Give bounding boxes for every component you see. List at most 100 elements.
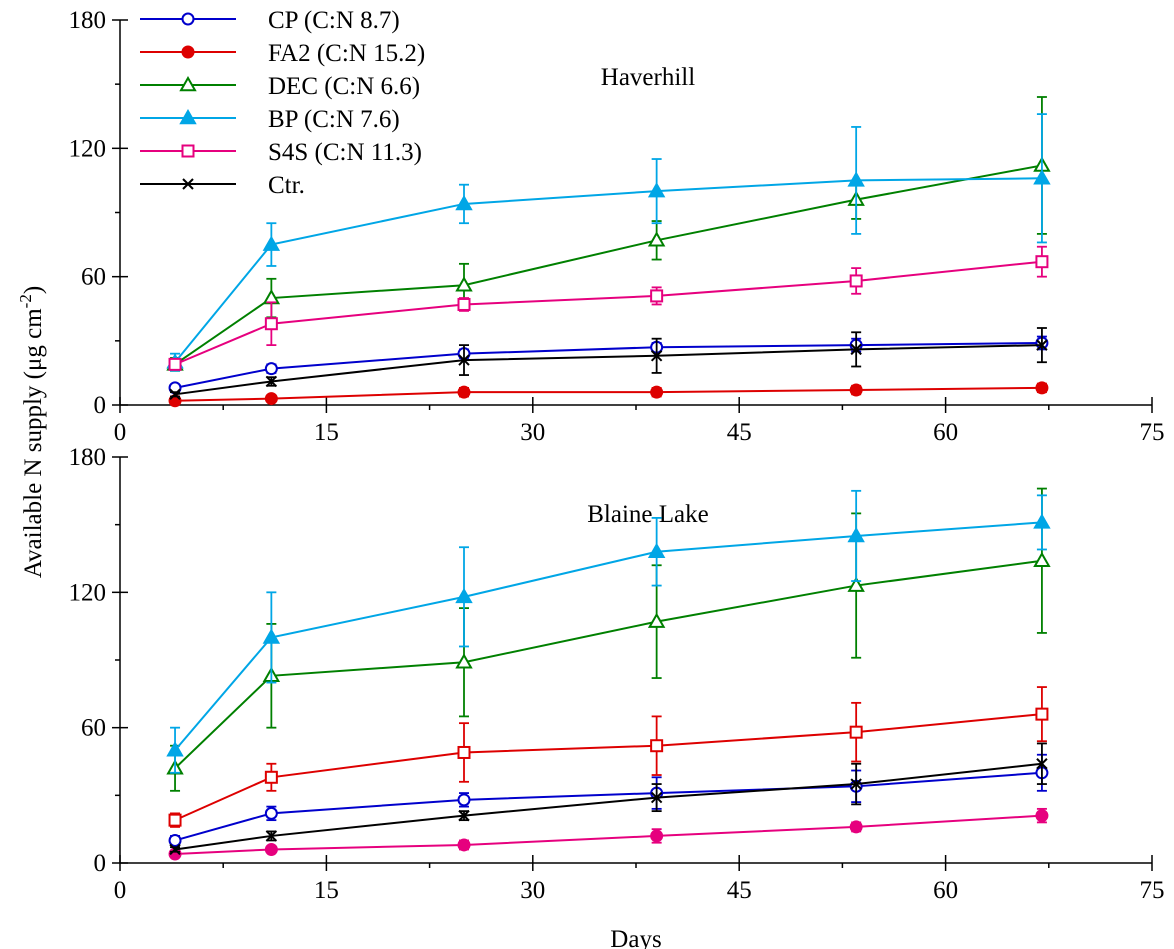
data-point	[850, 343, 862, 356]
data-point	[850, 778, 862, 790]
data-point	[169, 388, 181, 401]
data-point	[457, 297, 471, 311]
y-axis-label-main: Available N supply (μg cm	[20, 308, 47, 578]
legend-marker	[181, 144, 195, 158]
data-point	[1035, 255, 1049, 269]
y-tick-label: 180	[69, 444, 107, 471]
data-point	[650, 350, 663, 362]
haverhill-panel: 0 15 30 45 60 75 0 60 120 180 Haverhill	[69, 7, 1165, 446]
legend-item: DEC (C:N 6.6)	[140, 73, 420, 100]
series-line	[174, 771, 1042, 842]
data-point	[264, 362, 278, 376]
legend-label: Ctr.	[268, 172, 305, 199]
legend-marker	[181, 12, 195, 26]
data-point	[849, 274, 863, 288]
legend-label: S4S (C:N 11.3)	[268, 139, 422, 166]
data-point	[457, 745, 471, 759]
data-point	[847, 526, 865, 543]
series-3	[166, 489, 1051, 774]
data-point	[458, 354, 470, 366]
data-point	[265, 375, 278, 388]
series-line	[174, 164, 1043, 366]
legend-item: Ctr.	[140, 172, 305, 199]
data-point	[1033, 513, 1051, 529]
x-tick-label: 45	[727, 419, 752, 446]
y-tick-label: 0	[94, 392, 107, 419]
series-1	[168, 807, 1049, 861]
x-tick-label: 60	[933, 419, 958, 446]
legend-marker	[182, 178, 194, 190]
series-1	[168, 381, 1049, 408]
data-point	[265, 830, 278, 842]
data-point	[1036, 758, 1048, 770]
data-point	[457, 793, 471, 807]
data-point	[849, 725, 863, 739]
series-line	[174, 559, 1043, 769]
x-tick-label: 30	[520, 419, 545, 446]
data-point	[264, 317, 278, 331]
data-point	[647, 612, 666, 628]
data-point	[650, 289, 664, 303]
series-0	[168, 335, 1049, 395]
data-point	[650, 739, 664, 753]
legend-label: DEC (C:N 6.6)	[268, 73, 420, 100]
data-point	[168, 833, 182, 847]
data-point	[647, 182, 666, 198]
series-3	[166, 113, 1051, 372]
data-point	[168, 357, 182, 371]
blaine-lake-panel: 0 15 30 45 60 75 0 60 120 180 Blaine Lake Days	[69, 444, 1165, 949]
series-line	[174, 762, 1043, 851]
series-line	[174, 341, 1042, 389]
legend-marker	[181, 45, 195, 59]
x-tick-label: 15	[314, 877, 339, 904]
series-line	[174, 713, 1043, 822]
series-line	[174, 344, 1042, 396]
data-point	[168, 813, 182, 827]
legend-item: CP (C:N 8.7)	[140, 7, 400, 34]
data-point	[264, 806, 278, 820]
legend-item: BP (C:N 7.6)	[140, 106, 400, 133]
data-point	[166, 741, 184, 757]
data-point	[849, 383, 863, 397]
panel-title: Haverhill	[601, 64, 695, 91]
data-point	[264, 392, 278, 406]
data-point	[264, 842, 278, 856]
data-point	[455, 194, 473, 211]
data-point	[455, 276, 473, 292]
series-4	[168, 245, 1049, 371]
y-axis-label: Available N supply (μg cm-2)	[16, 286, 47, 578]
data-point	[458, 809, 470, 822]
panel-title: Blaine Lake	[587, 501, 708, 528]
legend-marker	[179, 108, 197, 125]
series-line	[174, 177, 1042, 363]
legend: CP (C:N 8.7) FA2 (C:N 15.2) DEC (C:N 6.6) B…	[140, 7, 425, 199]
data-point	[847, 171, 865, 187]
y-tick-label: 60	[81, 715, 106, 742]
data-point	[647, 542, 666, 558]
legend-item: FA2 (C:N 15.2)	[140, 40, 425, 67]
x-tick-label: 60	[933, 877, 958, 904]
data-point	[647, 231, 666, 247]
data-point	[1035, 809, 1049, 823]
x-axis-label: Days	[610, 926, 661, 949]
data-point	[1035, 707, 1049, 721]
data-point	[169, 843, 181, 856]
legend-label: CP (C:N 8.7)	[268, 7, 400, 34]
data-point	[1036, 339, 1048, 351]
data-point	[849, 820, 863, 834]
legend-label: BP (C:N 7.6)	[268, 106, 400, 133]
data-point	[650, 791, 663, 804]
x-tick-label: 75	[1140, 877, 1165, 904]
legend-item: S4S (C:N 11.3)	[140, 139, 422, 166]
y-tick-label: 120	[69, 135, 107, 162]
data-point	[262, 235, 281, 251]
legend-label: FA2 (C:N 15.2)	[268, 40, 425, 67]
data-point	[650, 829, 664, 843]
series-line	[174, 814, 1042, 855]
legend-marker	[179, 75, 197, 92]
data-point	[650, 385, 664, 399]
x-tick-label: 0	[114, 877, 127, 904]
data-point	[457, 385, 471, 399]
data-point	[262, 628, 281, 644]
